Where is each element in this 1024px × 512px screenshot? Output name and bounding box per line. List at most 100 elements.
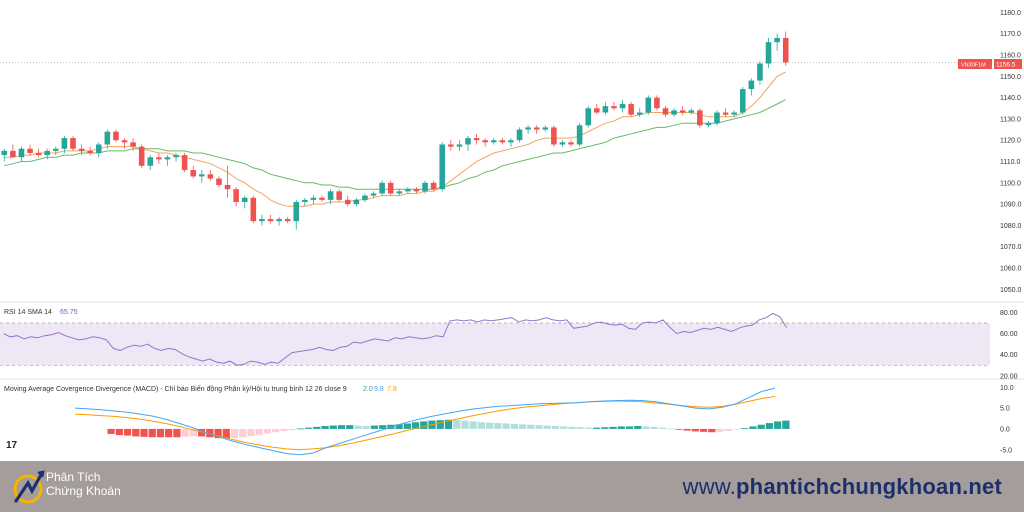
macd-hist-bar bbox=[362, 426, 370, 429]
macd-hist-bar bbox=[683, 428, 691, 431]
macd-hist-bar bbox=[280, 428, 288, 431]
macd-hist-bar bbox=[765, 423, 774, 429]
macd-signal-value: 7.8 bbox=[387, 386, 397, 393]
macd-line bbox=[74, 387, 776, 456]
candle-body bbox=[757, 63, 763, 81]
chart-canvas: 1180.0 1170.0 1160.0 1150.0 1140.0 1130.0 1120… bbox=[0, 9, 1024, 456]
macd-hist-bar bbox=[337, 425, 346, 429]
candle-body bbox=[456, 144, 463, 147]
price-panel: 1180.0 1170.0 1160.0 1150.0 1140.0 1130.0 1120… bbox=[0, 10, 1022, 294]
candle-body bbox=[654, 97, 660, 109]
candle-body bbox=[319, 197, 325, 200]
candle-body bbox=[533, 127, 540, 130]
candle-body bbox=[482, 140, 488, 143]
candle-body bbox=[44, 150, 51, 156]
candle-body bbox=[636, 112, 643, 115]
candle-body bbox=[714, 112, 720, 124]
brand-name-line1: Phân Tích bbox=[46, 470, 101, 484]
macd-hist-bar bbox=[502, 423, 510, 429]
macd-hist-bar bbox=[296, 428, 304, 430]
candle-body bbox=[181, 155, 188, 171]
candle-body bbox=[430, 182, 437, 190]
macd-hist-bar bbox=[189, 428, 197, 437]
candle-body bbox=[465, 138, 471, 145]
candle-body bbox=[697, 110, 703, 126]
rsi-tick-label: 80.00 bbox=[1000, 310, 1018, 317]
macd-hist-bar bbox=[625, 426, 634, 429]
candle-body bbox=[241, 197, 248, 202]
macd-hist-bar bbox=[560, 426, 568, 429]
website-link[interactable]: www.phantichchungkhoan.net bbox=[683, 474, 1002, 500]
candle-body bbox=[61, 138, 68, 149]
macd-hist-bar bbox=[247, 428, 255, 436]
candle-body bbox=[525, 127, 531, 130]
last-price-label: 1156.5 bbox=[996, 62, 1016, 69]
candle-body bbox=[413, 189, 420, 192]
macd-hist-bar bbox=[156, 428, 165, 438]
candle-body bbox=[1, 150, 8, 156]
candle-body bbox=[782, 37, 789, 63]
macd-hist-bar bbox=[494, 423, 502, 429]
candle-body bbox=[602, 106, 609, 113]
price-tick-label: 1080.0 bbox=[1000, 223, 1022, 230]
price-tick-label: 1140.0 bbox=[1000, 95, 1021, 102]
candle-body bbox=[576, 125, 583, 145]
candle-body bbox=[250, 197, 257, 222]
price-tick-label: 1170.0 bbox=[1000, 31, 1021, 38]
candle-body bbox=[731, 112, 737, 115]
macd-hist-bar bbox=[617, 426, 625, 429]
candle-body bbox=[473, 138, 480, 141]
chart-area: 1180.0 1170.0 1160.0 1150.0 1140.0 1130.0 1120… bbox=[0, 9, 1024, 456]
macd-hist-bar bbox=[601, 427, 609, 429]
macd-hist-bar bbox=[782, 420, 790, 429]
candle-body bbox=[611, 106, 617, 109]
symbol-label: VN30F1M bbox=[961, 63, 986, 69]
tradingview-logo[interactable]: 17 bbox=[6, 440, 18, 451]
candle-body bbox=[422, 182, 428, 192]
candle-body bbox=[113, 131, 119, 141]
rsi-line bbox=[3, 312, 788, 366]
candle-body bbox=[164, 157, 171, 160]
price-tick-label: 1090.0 bbox=[1000, 202, 1022, 209]
macd-tick-label: 0.0 bbox=[1000, 426, 1010, 433]
candle-body bbox=[147, 157, 154, 166]
macd-hist-bar bbox=[206, 428, 214, 438]
candle-body bbox=[662, 108, 669, 115]
macd-hist-bar bbox=[123, 428, 132, 436]
candle-body bbox=[765, 42, 772, 64]
candle-body bbox=[199, 174, 205, 177]
candles-layer bbox=[1, 31, 789, 230]
brand-logo-icon[interactable] bbox=[8, 467, 48, 507]
macd-hist-bar bbox=[584, 427, 592, 429]
macd-hist-bar bbox=[304, 427, 313, 429]
website-prefix: www. bbox=[682, 474, 737, 499]
brand-name: Phân Tích Chứng Khoán bbox=[46, 470, 156, 498]
macd-hist-bar bbox=[527, 424, 535, 429]
macd-hist-bar bbox=[675, 428, 683, 430]
price-tick-label: 1130.0 bbox=[1000, 116, 1021, 123]
macd-hist-bar bbox=[395, 424, 403, 429]
last-price-badge: 1156.5 bbox=[994, 59, 1022, 69]
macd-tick-label: -5.0 bbox=[1000, 447, 1012, 454]
macd-hist-bar bbox=[634, 426, 642, 429]
macd-hist-bar bbox=[214, 428, 222, 439]
macd-tick-label: 5.0 bbox=[1000, 406, 1010, 413]
candle-body bbox=[95, 144, 102, 153]
macd-hist-bar bbox=[288, 428, 296, 431]
candle-body bbox=[671, 110, 677, 115]
macd-hist-bar bbox=[757, 424, 765, 429]
price-tick-label: 1120.0 bbox=[1000, 138, 1021, 145]
candle-body bbox=[104, 131, 111, 145]
candle-body bbox=[302, 199, 308, 202]
macd-hist-bar bbox=[724, 428, 732, 431]
sma-slow-line bbox=[4, 99, 786, 190]
candle-body bbox=[516, 129, 523, 141]
macd-hist-bar bbox=[510, 423, 518, 429]
macd-label: Moving Average Covergence Divergence (MA… bbox=[4, 384, 347, 393]
macd-hist-bar bbox=[272, 428, 280, 433]
macd-hist-bar bbox=[642, 426, 650, 429]
macd-hist-bar bbox=[535, 425, 543, 429]
macd-hist-bar bbox=[486, 422, 494, 429]
candle-body bbox=[10, 150, 16, 158]
macd-hist-bar bbox=[716, 428, 724, 432]
